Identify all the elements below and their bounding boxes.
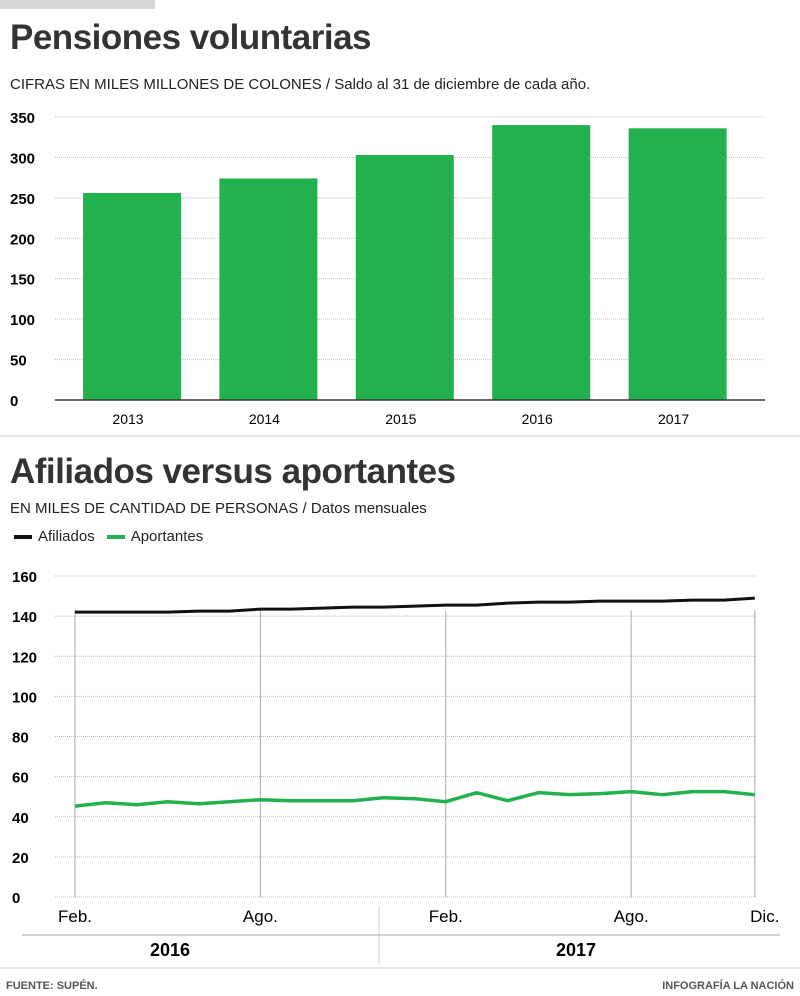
legend: Afiliados Aportantes [14, 528, 203, 545]
year-label: 2016 [150, 940, 190, 960]
y-tick-label: 350 [10, 110, 35, 127]
legend-afiliados: Afiliados [38, 528, 95, 545]
y-tick-label: 250 [10, 191, 35, 208]
y-tick-label: 200 [10, 231, 35, 248]
y-tick-label: 20 [12, 850, 29, 867]
x-tick-label: Feb. [58, 907, 92, 926]
bar-2015 [355, 155, 454, 400]
y-tick-label: 150 [10, 272, 35, 289]
bar-2014 [219, 178, 318, 400]
line-chart-title: Afiliados versus aportantes [10, 452, 456, 491]
bar-2017 [628, 128, 727, 400]
y-tick-label: 0 [12, 890, 20, 907]
source-note: FUENTE: SUPÉN. [6, 980, 98, 992]
y-tick-label: 50 [10, 353, 27, 370]
series-line-afiliados [75, 596, 755, 614]
legend-swatch-afiliados [14, 534, 32, 539]
x-tick-label: Feb. [429, 907, 463, 926]
bar-chart-title: Pensiones voluntarias [10, 18, 372, 57]
y-tick-label: 40 [12, 810, 29, 827]
legend-aportantes: Aportantes [130, 528, 204, 545]
y-tick-label: 100 [10, 312, 35, 329]
bar-chart-subtitle: CIFRAS EN MILES MILLONES DE COLONES / Sa… [10, 76, 591, 93]
x-tick-label: 2015 [385, 411, 416, 427]
top-accent-bar [0, 0, 155, 9]
y-tick-label: 160 [12, 569, 37, 586]
credit-note: INFOGRAFÍA LA NACIÓN [662, 980, 794, 992]
legend-swatch-aportantes [106, 534, 125, 539]
y-tick-label: 80 [12, 730, 29, 747]
bar-2013 [83, 193, 181, 400]
y-tick-label: 140 [12, 609, 37, 626]
line-chart-subtitle: EN MILES DE CANTIDAD DE PERSONAS / Datos… [10, 500, 427, 517]
x-tick-label: Ago. [614, 907, 649, 926]
x-tick-label: 2017 [658, 411, 689, 427]
x-tick-label: 2013 [112, 411, 143, 427]
year-label: 2017 [556, 940, 596, 960]
x-tick-label: 2016 [522, 411, 553, 427]
y-tick-label: 120 [12, 649, 37, 666]
y-tick-label: 300 [10, 150, 35, 167]
series-line-aportantes [74, 789, 755, 808]
y-tick-label: 100 [12, 689, 37, 706]
y-tick-label: 60 [12, 770, 29, 787]
y-tick-label: 0 [10, 393, 18, 410]
bar-2016 [492, 125, 591, 400]
x-tick-label: Dic. [750, 907, 779, 926]
x-tick-label: Ago. [243, 907, 278, 926]
x-tick-label: 2014 [249, 411, 280, 427]
